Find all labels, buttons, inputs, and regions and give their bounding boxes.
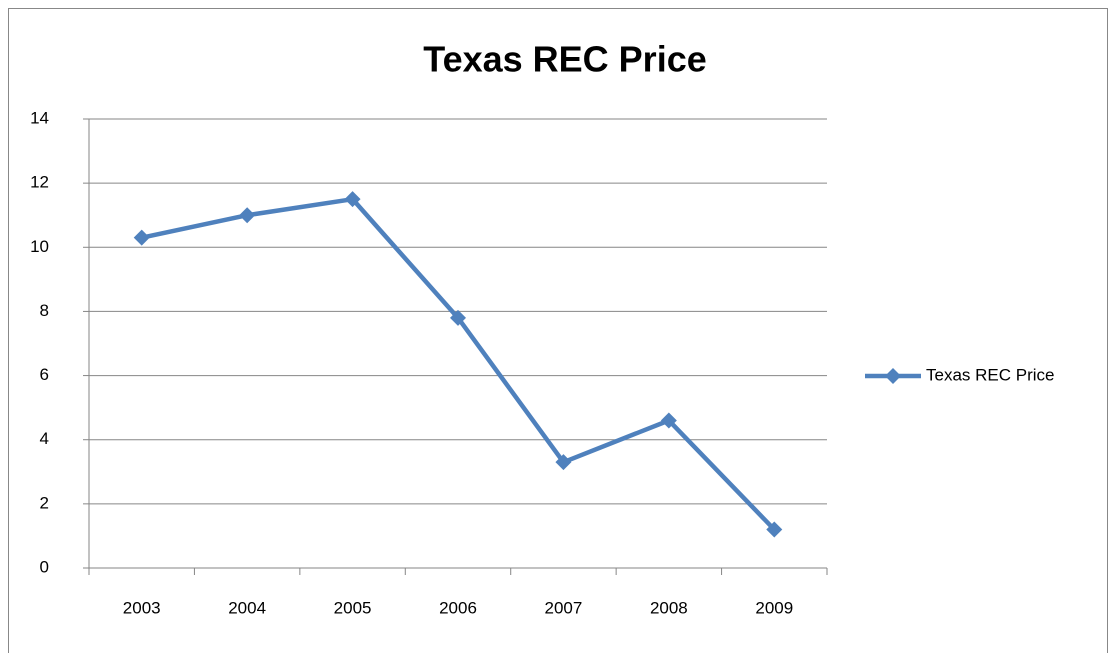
x-tick-label: 2007 (545, 598, 583, 617)
data-point (766, 521, 783, 538)
data-point (239, 207, 256, 224)
x-tick-label: 2005 (334, 598, 372, 617)
data-point (450, 309, 466, 326)
y-tick-label: 10 (30, 237, 49, 256)
y-tick-label: 12 (30, 173, 49, 192)
x-tick-label: 2006 (439, 598, 477, 617)
x-tick-label: 2003 (123, 598, 161, 617)
data-point (660, 412, 677, 429)
y-tick-label: 0 (40, 557, 49, 576)
y-tick-label: 4 (40, 429, 49, 448)
data-point (555, 454, 572, 471)
x-tick-label: 2009 (755, 598, 793, 617)
y-tick-label: 6 (40, 365, 49, 384)
legend-marker (885, 368, 901, 384)
y-tick-label: 2 (40, 493, 49, 512)
data-point (133, 229, 150, 246)
x-tick-label: 2004 (228, 598, 266, 617)
chart-title: Texas REC Price (423, 39, 706, 80)
y-tick-label: 8 (40, 301, 49, 320)
legend-label: Texas REC Price (926, 365, 1054, 384)
data-point (344, 191, 361, 208)
x-tick-label: 2008 (650, 598, 688, 617)
chart-border (8, 8, 1108, 658)
y-tick-label: 14 (30, 108, 49, 127)
